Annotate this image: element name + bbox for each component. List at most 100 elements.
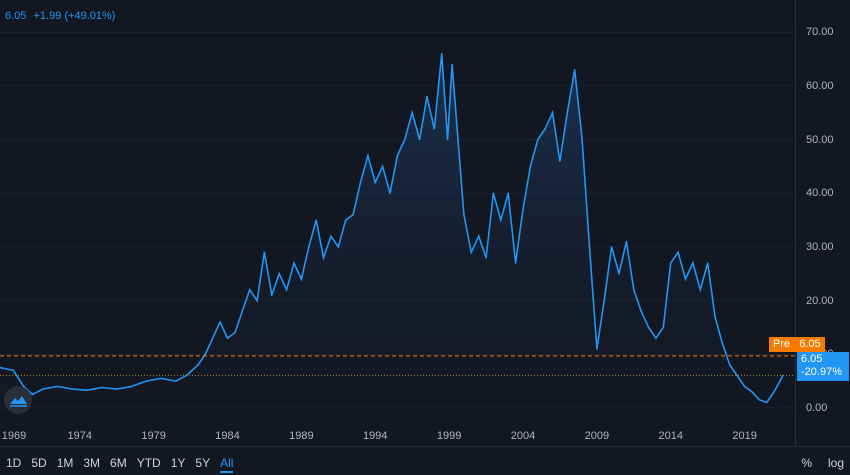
range-button-1y[interactable]: 1Y (170, 456, 186, 470)
price-point-42 (396, 154, 399, 157)
price-point-0 (0, 366, 1, 369)
price-point-77 (647, 326, 650, 329)
range-button-1d[interactable]: 1D (6, 456, 22, 470)
last-price-badge: 6.05 -20.97% (797, 352, 849, 381)
last-price-change: -20.97% (801, 366, 842, 378)
time-tick-4: 1989 (289, 430, 314, 442)
price-point-41 (389, 192, 391, 194)
price-tick-2: 50.00 (806, 133, 834, 146)
price-point-56 (492, 192, 495, 194)
range-button-3m[interactable]: 3M (83, 456, 101, 470)
price-point-49 (446, 138, 449, 141)
price-point-65 (559, 160, 561, 162)
price-point-76 (640, 310, 642, 313)
price-point-43 (404, 138, 406, 141)
price-point-64 (551, 111, 554, 114)
price-point-39 (374, 181, 377, 184)
bottom-toolbar: 1D 5D 1M 3M 6M YTD 1Y 5Y All % log (0, 446, 850, 475)
price-point-72 (610, 246, 613, 248)
price-point-15 (197, 364, 199, 366)
price-tick-7: 0.00 (806, 401, 828, 414)
price-point-80 (669, 262, 672, 264)
price-point-59 (514, 262, 517, 264)
price-point-17 (211, 337, 214, 339)
price-header: 6.05 +1.99 (+49.01%) (5, 10, 119, 22)
time-tick-2: 1979 (141, 430, 166, 442)
price-point-38 (367, 154, 369, 157)
percent-scale-button[interactable]: % (801, 456, 812, 470)
time-axis[interactable]: 1969 1974 1979 1984 1989 1994 1999 2004 2009 2014… (0, 424, 795, 446)
price-point-23 (256, 299, 258, 302)
time-tick-5: 1994 (362, 430, 388, 442)
price-point-91 (751, 391, 753, 393)
range-button-5d[interactable]: 5D (31, 456, 47, 470)
price-point-92 (758, 399, 761, 401)
range-button-6m[interactable]: 6M (110, 456, 127, 470)
price-point-78 (655, 337, 657, 339)
price-point-12 (160, 377, 162, 380)
price-point-25 (271, 294, 273, 297)
price-point-13 (175, 380, 177, 382)
price-point-58 (507, 192, 510, 194)
price-tick-0: 70.00 (806, 26, 834, 39)
range-button-5y[interactable]: 5Y (195, 456, 211, 470)
price-point-10 (130, 385, 133, 388)
price-point-11 (145, 380, 148, 382)
price-point-54 (477, 235, 480, 237)
price-point-94 (773, 391, 775, 393)
price-point-63 (544, 128, 546, 130)
price-point-84 (699, 289, 702, 291)
price-point-27 (285, 289, 288, 291)
price-point-37 (359, 181, 362, 184)
price-point-52 (463, 213, 465, 216)
chart-area[interactable] (0, 0, 795, 446)
price-point-34 (337, 246, 340, 248)
price-point-71 (603, 299, 605, 302)
price-point-75 (633, 289, 635, 291)
price-point-57 (500, 219, 502, 221)
price-point-50 (451, 63, 453, 66)
time-tick-9: 2014 (658, 430, 683, 442)
price-point-83 (692, 262, 694, 264)
price-point-66 (566, 111, 569, 114)
price-point-5 (56, 385, 59, 388)
price-point-67 (573, 69, 576, 71)
price-point-81 (677, 251, 679, 254)
price-point-8 (101, 386, 103, 389)
price-tick-3: 40.00 (806, 187, 834, 200)
price-point-18 (219, 321, 221, 323)
pre-market-badge: Pre 6.05 (769, 337, 825, 352)
price-chart[interactable] (0, 0, 795, 446)
range-button-1m[interactable]: 1M (56, 456, 74, 470)
time-tick-6: 1999 (436, 430, 462, 442)
pre-market-value: 6.05 (799, 338, 821, 350)
price-point-29 (300, 278, 303, 280)
log-scale-button[interactable]: log (827, 456, 844, 470)
price-point-31 (315, 219, 318, 221)
price-point-93 (765, 401, 768, 404)
price-point-86 (714, 315, 716, 318)
last-price: 6.05 (5, 10, 27, 22)
price-point-32 (322, 256, 325, 259)
price-point-70 (596, 348, 598, 350)
last-price-value: 6.05 (801, 353, 823, 365)
tradingview-cloud-icon[interactable] (4, 386, 32, 414)
price-point-45 (418, 138, 421, 141)
price-point-44 (411, 111, 414, 114)
price-point-53 (470, 251, 473, 254)
price-point-35 (344, 219, 347, 221)
price-point-24 (263, 251, 266, 254)
price-point-48 (440, 52, 443, 55)
price-point-21 (241, 310, 244, 313)
range-button-ytd[interactable]: YTD (136, 456, 161, 470)
price-point-82 (684, 278, 687, 280)
price-point-4 (42, 388, 44, 390)
time-tick-10: 2019 (732, 430, 757, 442)
range-button-all[interactable]: All (220, 456, 234, 473)
time-tick-8: 2009 (584, 430, 610, 442)
price-point-68 (581, 138, 583, 141)
price-point-87 (721, 342, 724, 345)
price-point-36 (352, 213, 354, 216)
time-tick-0: 1969 (1, 430, 27, 442)
